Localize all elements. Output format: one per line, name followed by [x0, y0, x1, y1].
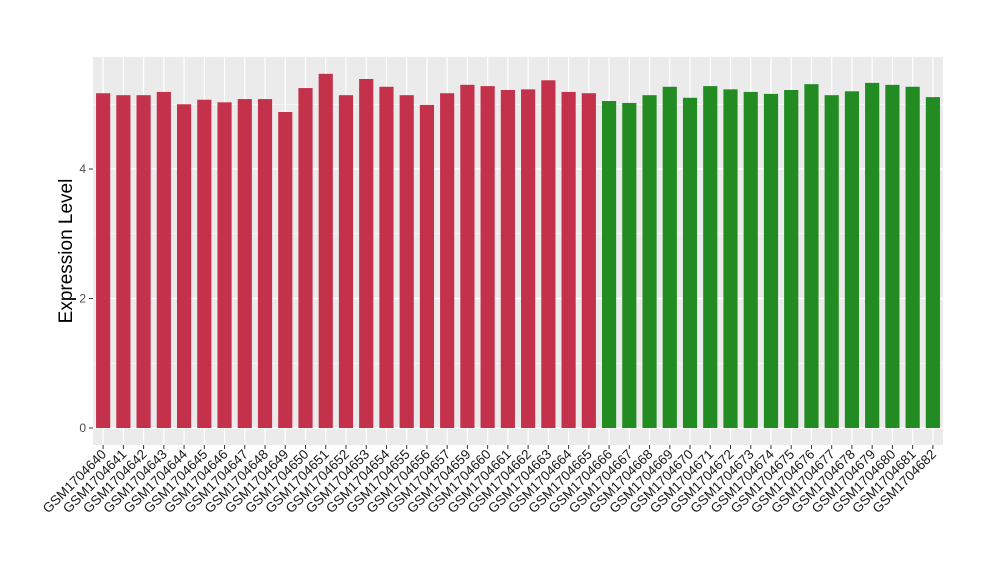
y-axis-label: Expression Level: [56, 179, 77, 324]
bar-GSM1704680: [885, 84, 900, 428]
bar-GSM1704668: [642, 95, 657, 428]
bar-GSM1704675: [784, 90, 799, 428]
bar-GSM1704657: [440, 93, 455, 429]
bar-GSM1704642: [136, 95, 151, 428]
bar-GSM1704674: [763, 93, 779, 428]
bar-GSM1704664: [561, 91, 576, 428]
bar-GSM1704682: [925, 97, 940, 428]
bar-GSM1704663: [541, 80, 556, 428]
plot-panel: [93, 57, 943, 445]
bar-GSM1704643: [156, 91, 171, 428]
bar-GSM1704641: [116, 95, 131, 428]
bar-GSM1704640: [96, 93, 111, 429]
bar-GSM1704648: [257, 99, 273, 428]
bar-GSM1704669: [662, 86, 677, 428]
bar-GSM1704646: [217, 102, 232, 429]
bar-GSM1704670: [682, 97, 698, 429]
bar-GSM1704681: [905, 86, 920, 428]
bar-GSM1704662: [521, 89, 536, 429]
bar-GSM1704667: [622, 102, 637, 428]
bar-GSM1704653: [359, 78, 374, 428]
bar-GSM1704645: [197, 99, 212, 428]
bar-GSM1704666: [601, 101, 617, 428]
y-tick-label: 4: [79, 162, 86, 176]
bar-GSM1704673: [743, 91, 758, 428]
bar-GSM1704671: [703, 86, 718, 429]
bar-GSM1704651: [318, 73, 333, 428]
bar-GSM1704677: [824, 95, 839, 428]
bar-GSM1704679: [865, 82, 880, 428]
bar-GSM1704665: [581, 93, 596, 429]
bar-GSM1704654: [379, 86, 394, 428]
bar-GSM1704656: [419, 104, 435, 429]
bar-GSM1704652: [338, 95, 354, 428]
y-tick-label: 0: [79, 421, 86, 435]
bar-GSM1704672: [723, 89, 738, 429]
bar-GSM1704655: [399, 95, 414, 428]
bar-GSM1704678: [844, 91, 860, 429]
y-tick-label: 2: [79, 292, 86, 306]
bar-GSM1704647: [237, 99, 252, 428]
bar-GSM1704659: [460, 84, 475, 428]
bar-GSM1704676: [804, 84, 819, 429]
bar-GSM1704661: [500, 90, 515, 428]
bar-GSM1704660: [480, 86, 495, 429]
bar-GSM1704644: [176, 104, 192, 428]
bar-GSM1704650: [298, 88, 313, 428]
bar-GSM1704649: [278, 112, 293, 429]
